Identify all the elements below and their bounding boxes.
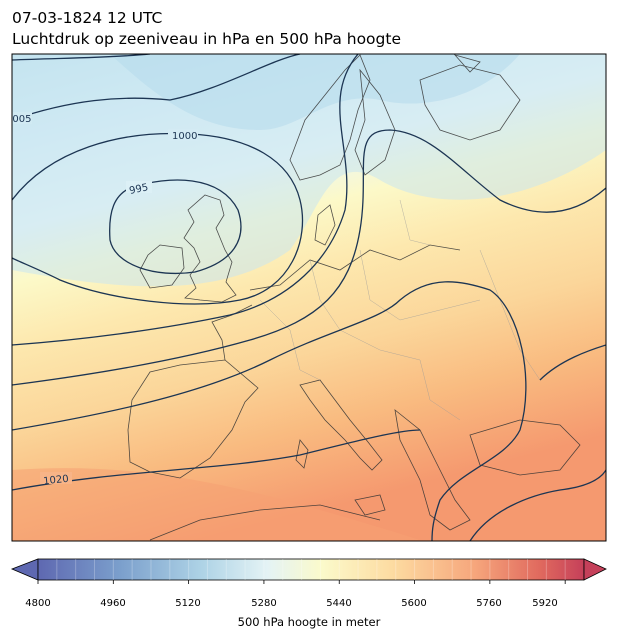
colorbar-tick-5120: 5120: [175, 598, 201, 609]
deep-trough-shading: [110, 54, 520, 130]
isobar-label-995: 995: [128, 182, 149, 197]
map-title-description: Luchtdruk op zeeniveau in hPa en 500 hPa…: [12, 30, 401, 48]
isobar-label-1005: 1005: [6, 114, 31, 125]
isobar-label-1020: 1020: [43, 474, 69, 488]
colorbar-tick-4800: 4800: [25, 598, 51, 609]
isobars: [12, 54, 606, 541]
isobar-label-1000: 1000: [172, 131, 197, 142]
isobar-labels: 1005 1000 995 1020: [6, 112, 198, 488]
country-borders: [259, 199, 541, 421]
warm-shading: [12, 468, 420, 541]
colorbar-tick-5600: 5600: [401, 598, 427, 609]
map-frame: [11, 53, 607, 542]
colorbar-label: 500 hPa hoogte in meter: [237, 615, 381, 629]
colorbar-bar: [37, 558, 585, 581]
colorbar: [10, 558, 607, 584]
colorbar-extend-low: [10, 558, 39, 581]
colorbar-tick-5920: 5920: [532, 598, 558, 609]
trough-shading: [12, 54, 606, 287]
colorbar-tick-4960: 4960: [100, 598, 126, 609]
colorbar-tick-5440: 5440: [326, 598, 352, 609]
colorbar-tick-5760: 5760: [476, 598, 502, 609]
coastlines: [127, 54, 581, 541]
colorbar-extend-high: [583, 558, 607, 581]
colorbar-tick-5280: 5280: [251, 598, 277, 609]
map-title-datetime: 07-03-1824 12 UTC: [12, 9, 163, 27]
